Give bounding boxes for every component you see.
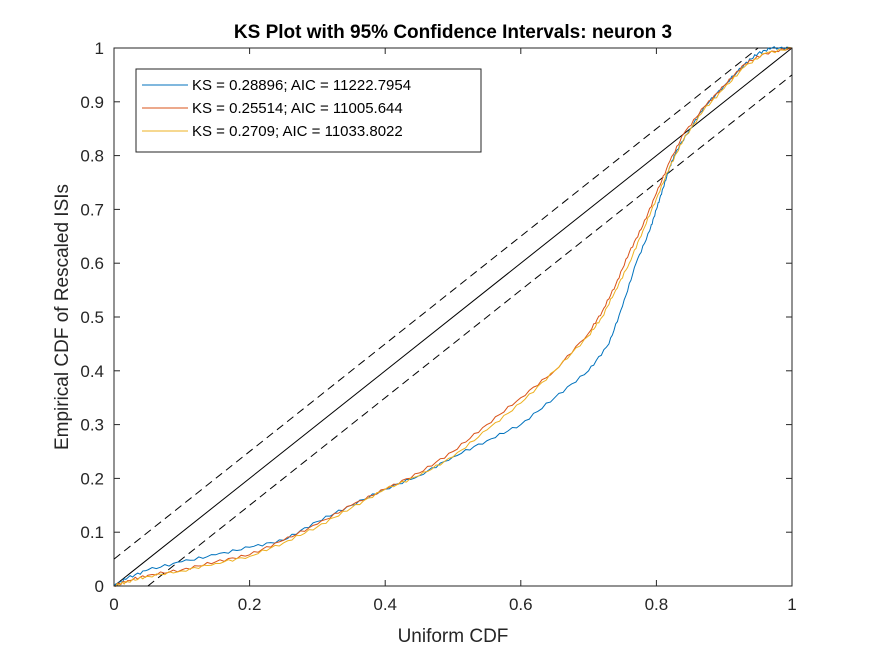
diagonal-reference-line xyxy=(113,47,793,587)
y-tick-label: 0.8 xyxy=(80,147,104,166)
x-tick-label: 0.6 xyxy=(509,595,533,614)
y-tick-label: 0 xyxy=(95,577,104,596)
x-axis-ticks: 0 0.2 0.4 0.6 0.8 1 xyxy=(109,48,797,614)
y-tick-label: 0.5 xyxy=(80,308,104,327)
series-lines xyxy=(113,46,793,587)
plot-area: 0 0.2 0.4 0.6 0.8 1 0 0.1 0.2 0.3 0.4 0.5 0.6 0.7 0.8… xyxy=(80,39,796,614)
y-tick-label: 0.4 xyxy=(80,362,104,381)
y-axis-ticks: 0 0.1 0.2 0.3 0.4 0.5 0.6 0.7 0.8 0.9 1 xyxy=(80,39,792,596)
y-tick-label: 0.3 xyxy=(80,416,104,435)
legend-box xyxy=(135,68,482,153)
legend-entry-label: KS = 0.28896; AIC = 11222.7954 xyxy=(192,77,411,94)
y-tick-label: 0.1 xyxy=(80,523,104,542)
x-axis-label: Uniform CDF xyxy=(398,626,509,647)
y-tick-label: 0.9 xyxy=(80,93,104,112)
lower-confidence-bound-line xyxy=(147,74,793,587)
upper-confidence-bound-line xyxy=(113,47,759,560)
legend-entry-label: KS = 0.25514; AIC = 11005.644 xyxy=(192,100,403,117)
y-axis-label: Empirical CDF of Rescaled ISIs xyxy=(52,184,73,450)
x-tick-label: 0.2 xyxy=(238,595,262,614)
x-tick-label: 0.8 xyxy=(645,595,669,614)
legend-entry-label: KS = 0.2709; AIC = 11033.8022 xyxy=(192,123,403,140)
legend: KS = 0.28896; AIC = 11222.7954 KS = 0.255… xyxy=(135,68,482,153)
y-tick-label: 0.2 xyxy=(80,469,104,488)
y-tick-label: 1 xyxy=(95,39,104,58)
y-tick-label: 0.6 xyxy=(80,254,104,273)
y-tick-label: 0.7 xyxy=(80,200,104,219)
x-tick-label: 1 xyxy=(787,595,796,614)
reference-lines xyxy=(113,47,793,587)
x-tick-label: 0.4 xyxy=(373,595,397,614)
series-line-2 xyxy=(113,47,793,587)
chart-title: KS Plot with 95% Confidence Intervals: n… xyxy=(234,22,672,43)
x-tick-label: 0 xyxy=(109,595,118,614)
series-line-3 xyxy=(113,46,793,587)
